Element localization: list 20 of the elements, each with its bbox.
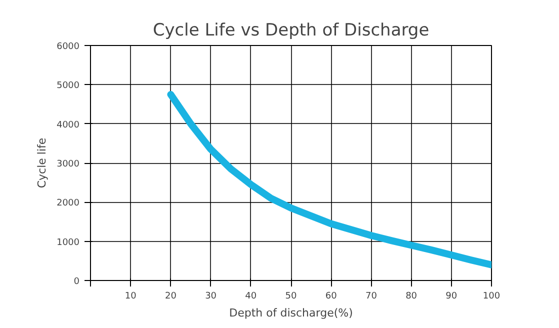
x-tick-label: 10 [124, 292, 137, 302]
x-tick-label: 100 [482, 292, 500, 302]
y-tick-label: 4000 [56, 120, 80, 130]
chart-title: Cycle Life vs Depth of Discharge [152, 20, 430, 40]
x-tick-label: 50 [285, 292, 297, 302]
y-tick-label: 2000 [56, 198, 80, 209]
y-tick-label: 6000 [56, 42, 80, 52]
x-tick-label: 60 [325, 292, 338, 302]
x-tick-label: 90 [446, 292, 458, 302]
y-tick-label: 0 [74, 277, 80, 287]
y-tick-label: 5000 [56, 81, 80, 92]
x-tick-label: 40 [245, 292, 257, 302]
y-axis-title: Cycle life [36, 138, 49, 188]
y-tick-label: 1000 [56, 238, 80, 248]
x-tick-label: 30 [205, 292, 217, 302]
y-tick-label: 3000 [56, 160, 80, 170]
x-tick-label: 20 [164, 292, 177, 302]
x-tick-label: 80 [406, 292, 418, 302]
x-tick-label: 70 [365, 292, 378, 302]
x-axis-title: Depth of discharge(%) [229, 306, 353, 320]
